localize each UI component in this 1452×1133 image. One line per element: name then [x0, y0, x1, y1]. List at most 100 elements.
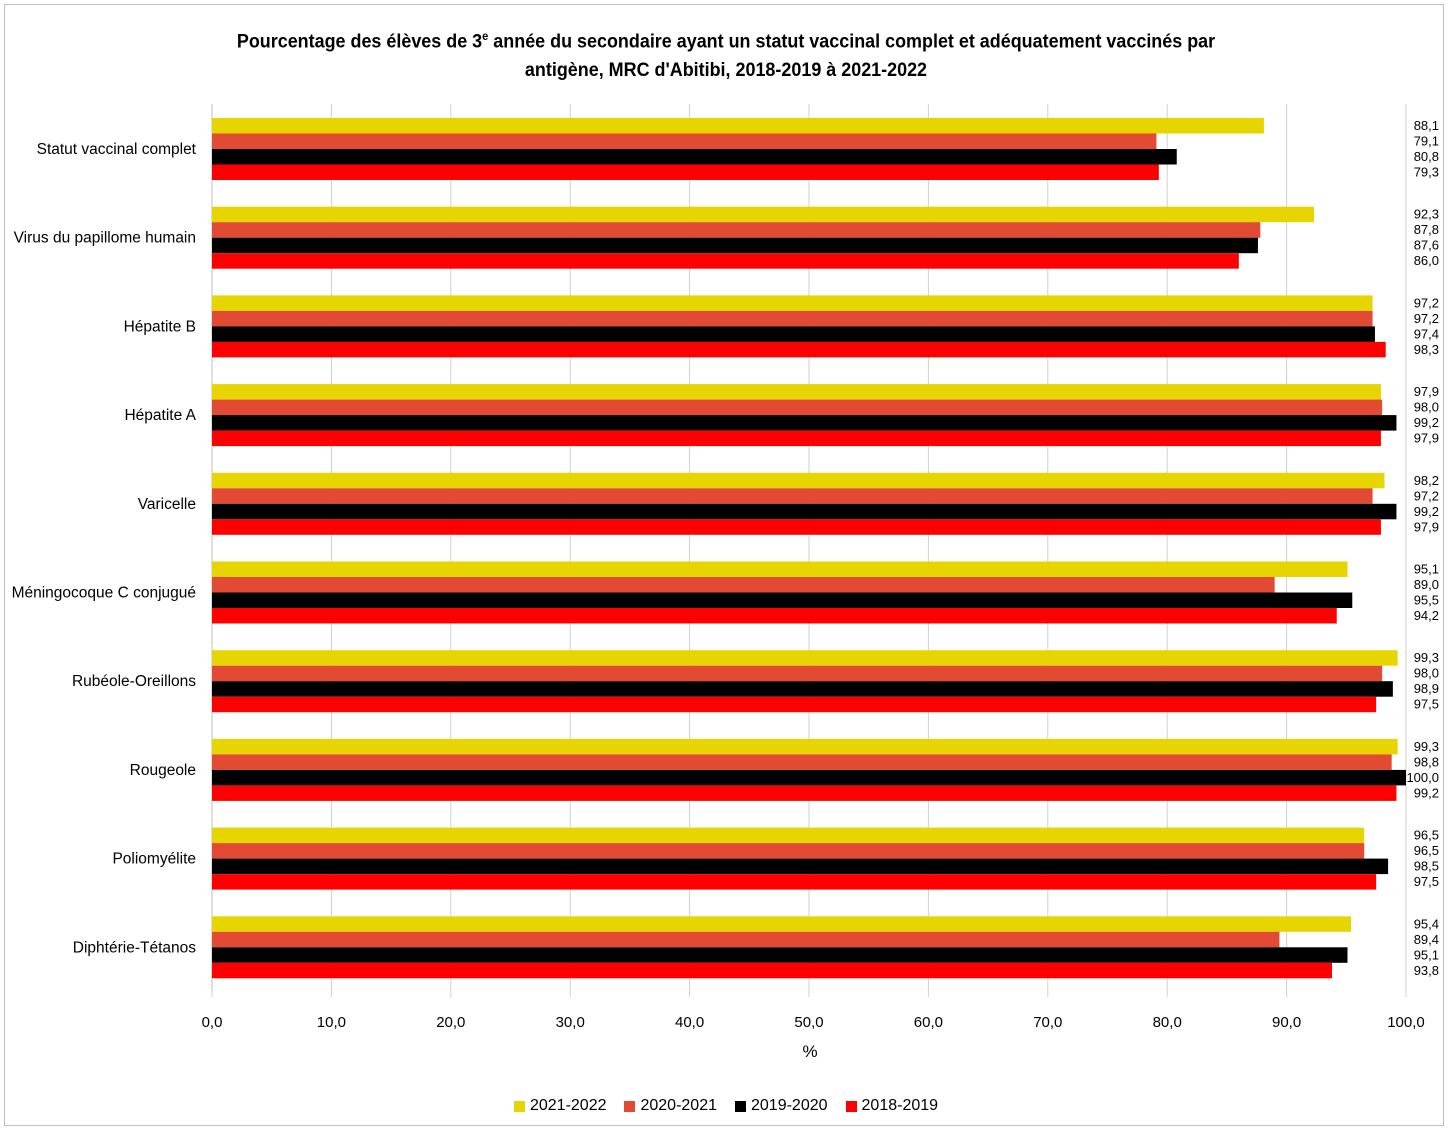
data-label: 98,2 — [1414, 473, 1439, 488]
data-label: 87,8 — [1414, 222, 1439, 237]
bar — [212, 785, 1397, 801]
bar — [212, 503, 1397, 520]
category-label: Hépatite A — [124, 407, 196, 424]
legend-label: 2018-2019 — [861, 1097, 939, 1114]
bar — [212, 472, 1385, 489]
data-label: 88,1 — [1414, 118, 1439, 133]
bar — [212, 430, 1381, 447]
bar — [212, 592, 1353, 608]
bar — [212, 253, 1239, 269]
category-label: Statut vaccinal complet — [37, 141, 197, 158]
bar — [212, 326, 1375, 342]
bar — [212, 399, 1383, 416]
legend-swatch — [513, 1100, 525, 1112]
bar — [212, 310, 1373, 327]
chart-title: Pourcentage des élèves de 3e année du se… — [58, 22, 1394, 84]
data-label: 95,5 — [1414, 593, 1439, 608]
legend-swatch — [845, 1100, 857, 1112]
data-label: 95,4 — [1414, 916, 1439, 931]
bar — [212, 206, 1315, 223]
data-label: 98,8 — [1414, 754, 1439, 769]
category-label: Varicelle — [138, 496, 196, 513]
x-tick-label: 80,0 — [1153, 1014, 1182, 1031]
data-label: 97,4 — [1414, 326, 1439, 341]
data-label: 99,2 — [1414, 415, 1439, 430]
category-label: Poliomyélite — [112, 851, 196, 868]
bar — [212, 947, 1348, 963]
data-label: 80,8 — [1414, 149, 1439, 164]
data-label: 97,5 — [1414, 874, 1439, 889]
legend-swatch — [624, 1100, 636, 1112]
x-tick-label: 60,0 — [914, 1014, 943, 1031]
bar — [212, 681, 1393, 697]
bar — [212, 754, 1392, 770]
bar — [212, 827, 1365, 844]
bar — [212, 222, 1261, 238]
category-label: Hépatite B — [124, 318, 196, 335]
x-tick-label: 0,0 — [202, 1014, 223, 1031]
data-label: 96,5 — [1414, 828, 1439, 843]
category-label: Diphtérie-Tétanos — [73, 939, 196, 956]
category-label: Méningocoque C conjugué — [12, 585, 196, 602]
bar — [212, 858, 1389, 875]
bar — [212, 843, 1365, 859]
data-label: 95,1 — [1414, 947, 1439, 962]
bar — [212, 931, 1280, 948]
bar — [212, 133, 1157, 149]
bar — [212, 519, 1381, 535]
data-label: 100,0 — [1406, 770, 1439, 785]
data-label: 89,0 — [1414, 577, 1439, 592]
bar — [212, 149, 1177, 165]
bar — [212, 608, 1337, 624]
category-label: Rubéole-Oreillons — [72, 673, 196, 690]
data-label: 98,0 — [1414, 400, 1439, 415]
data-label: 98,9 — [1414, 681, 1439, 696]
x-tick-label: 70,0 — [1033, 1014, 1062, 1031]
chart-title-line1: Pourcentage des élèves de 3e année du se… — [236, 29, 1216, 53]
legend: 2021-2022 2020-2021 2019-2020 2018-2019 — [0, 1097, 1452, 1115]
data-label: 99,3 — [1414, 650, 1439, 665]
legend-swatch — [735, 1100, 746, 1112]
data-label: 93,8 — [1414, 963, 1439, 978]
legend-item: 2021-2022 — [513, 1097, 607, 1115]
bar — [212, 874, 1377, 890]
category-label: Virus du papillome humain — [14, 230, 196, 247]
data-label: 87,6 — [1414, 238, 1439, 253]
data-label: 97,9 — [1414, 431, 1439, 446]
x-tick-label: 10,0 — [317, 1014, 346, 1031]
data-label: 98,3 — [1414, 342, 1439, 357]
x-tick-label: 100,0 — [1387, 1014, 1425, 1031]
legend-item: 2018-2019 — [845, 1097, 939, 1115]
bar — [212, 237, 1258, 254]
data-label: 79,1 — [1414, 134, 1439, 149]
bar — [212, 650, 1398, 666]
bar — [212, 295, 1373, 311]
data-label: 97,9 — [1414, 519, 1439, 534]
data-label: 99,3 — [1414, 739, 1439, 754]
data-label: 79,3 — [1414, 165, 1439, 180]
bar — [212, 384, 1381, 400]
data-label: 98,5 — [1414, 859, 1439, 874]
legend-label: 2021-2022 — [529, 1097, 607, 1114]
data-label: 99,2 — [1414, 785, 1439, 800]
legend-item: 2020-2021 — [624, 1097, 717, 1115]
data-label: 97,9 — [1414, 384, 1439, 399]
bar — [212, 665, 1383, 682]
bar — [212, 769, 1406, 786]
chart-title-line2: antigène, MRC d'Abitibi, 2018-2019 à 202… — [524, 58, 928, 81]
x-tick-label: 90,0 — [1272, 1014, 1301, 1031]
data-label: 96,5 — [1414, 843, 1439, 858]
legend-label: 2020-2021 — [640, 1097, 717, 1114]
x-tick-label: 50,0 — [794, 1014, 823, 1031]
bar — [212, 916, 1352, 932]
bar — [212, 962, 1332, 979]
bar — [212, 577, 1275, 593]
data-label: 89,4 — [1414, 932, 1439, 947]
legend-item: 2019-2020 — [735, 1097, 828, 1115]
bar — [212, 415, 1397, 431]
data-label: 97,2 — [1414, 311, 1439, 326]
x-tick-label: 40,0 — [675, 1014, 704, 1031]
bar — [212, 696, 1377, 713]
bar — [212, 738, 1398, 755]
